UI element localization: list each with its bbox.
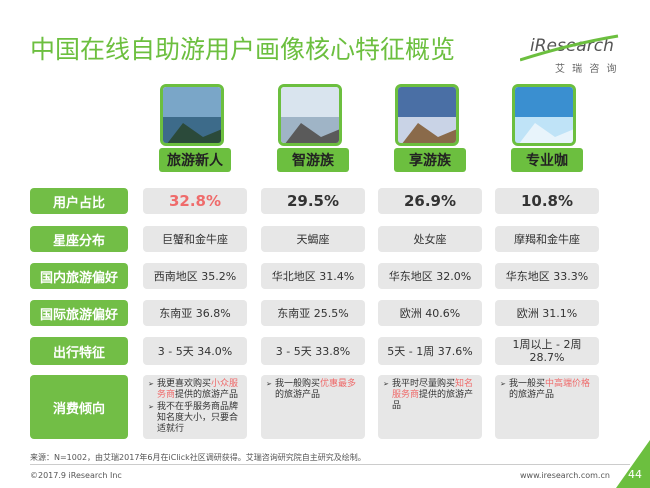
row-label: 国际旅游偏好 bbox=[30, 300, 128, 326]
title: 中国在线自助游用户画像核心特征概览 bbox=[30, 35, 456, 64]
bullet-highlight: 小众服务商 bbox=[157, 379, 239, 400]
cell: 5天 - 1周 37.6% bbox=[378, 337, 482, 365]
bullet: 我一般购买优惠最多的旅游产品 bbox=[266, 379, 360, 401]
cell: 1周以上 - 2周 28.7% bbox=[495, 337, 599, 365]
url: www.iresearch.com.cn bbox=[520, 471, 610, 480]
cell: 华北地区 31.4% bbox=[261, 263, 365, 289]
photo bbox=[281, 87, 339, 143]
row-label: 消费倾向 bbox=[30, 375, 128, 439]
column-header: 专业咖 bbox=[511, 148, 583, 172]
photo bbox=[398, 87, 456, 143]
cell: 欧洲 40.6% bbox=[378, 300, 482, 326]
row-label: 用户占比 bbox=[30, 188, 128, 214]
cell: 华东地区 32.0% bbox=[378, 263, 482, 289]
page-badge bbox=[616, 440, 650, 488]
bullet-highlight: 知名服务商 bbox=[392, 379, 474, 400]
bullet-text: 我一般购买 bbox=[275, 379, 321, 389]
cell: 东南亚 25.5% bbox=[261, 300, 365, 326]
bullet-text: 我平时尽量购买 bbox=[392, 379, 456, 389]
column-image bbox=[160, 84, 224, 146]
cell: 华东地区 33.3% bbox=[495, 263, 599, 289]
source: 来源：N=1002，由艾瑞2017年6月在iClick社区调研获得。艾瑞咨询研究… bbox=[30, 453, 366, 462]
bullet-highlight: 优惠最多 bbox=[320, 379, 357, 389]
cell: 29.5% bbox=[261, 188, 365, 214]
bullet: 我不在乎服务商品牌知名度大小，只要合适就行 bbox=[148, 402, 242, 435]
cell: 32.8% bbox=[143, 188, 247, 214]
cell: 天蝎座 bbox=[261, 226, 365, 252]
cell: 西南地区 35.2% bbox=[143, 263, 247, 289]
bullet-text: 提供的旅游产品 bbox=[392, 390, 474, 411]
cell: 东南亚 36.8% bbox=[143, 300, 247, 326]
bullet: 我一般买中高端价格的旅游产品 bbox=[500, 379, 594, 401]
column-header: 智游族 bbox=[277, 148, 349, 172]
column-image bbox=[512, 84, 576, 146]
bullet: 我更喜欢购买小众服务商提供的旅游产品 bbox=[148, 379, 242, 401]
column-image bbox=[395, 84, 459, 146]
page-number: 44 bbox=[628, 468, 642, 481]
bullet-text: 提供的旅游产品 bbox=[175, 390, 239, 400]
row-label: 国内旅游偏好 bbox=[30, 263, 128, 289]
logo-swoosh bbox=[520, 34, 619, 62]
bullet-text: 的旅游产品 bbox=[509, 390, 555, 400]
cell: 摩羯和金牛座 bbox=[495, 226, 599, 252]
cell: 3 - 5天 34.0% bbox=[143, 337, 247, 365]
copyright: ©2017.9 iResearch Inc bbox=[30, 471, 122, 480]
cell: 巨蟹和金牛座 bbox=[143, 226, 247, 252]
photo bbox=[163, 87, 221, 143]
bullet-text: 我更喜欢购买 bbox=[157, 379, 212, 389]
bullet-text: 的旅游产品 bbox=[275, 390, 321, 400]
cell: 我一般买中高端价格的旅游产品 bbox=[495, 375, 599, 439]
photo bbox=[515, 87, 573, 143]
column-header: 旅游新人 bbox=[159, 148, 231, 172]
cell: 26.9% bbox=[378, 188, 482, 214]
cell: 我平时尽量购买知名服务商提供的旅游产品 bbox=[378, 375, 482, 439]
brand-sub: 艾 瑞 咨 询 bbox=[555, 64, 619, 75]
column-image bbox=[278, 84, 342, 146]
column-header: 享游族 bbox=[394, 148, 466, 172]
bullet-text: 我不在乎服务商品牌知名度大小，只要合适就行 bbox=[157, 402, 239, 434]
cell: 我更喜欢购买小众服务商提供的旅游产品我不在乎服务商品牌知名度大小，只要合适就行 bbox=[143, 375, 247, 439]
cell: 10.8% bbox=[495, 188, 599, 214]
cell: 我一般购买优惠最多的旅游产品 bbox=[261, 375, 365, 439]
bullet-highlight: 中高端价格 bbox=[545, 379, 591, 389]
cell: 3 - 5天 33.8% bbox=[261, 337, 365, 365]
cell: 欧洲 31.1% bbox=[495, 300, 599, 326]
bullet: 我平时尽量购买知名服务商提供的旅游产品 bbox=[383, 379, 477, 412]
row-label: 出行特征 bbox=[30, 337, 128, 365]
cell: 处女座 bbox=[378, 226, 482, 252]
bullet-text: 我一般买 bbox=[509, 379, 546, 389]
row-label: 星座分布 bbox=[30, 226, 128, 252]
divider bbox=[30, 464, 630, 465]
